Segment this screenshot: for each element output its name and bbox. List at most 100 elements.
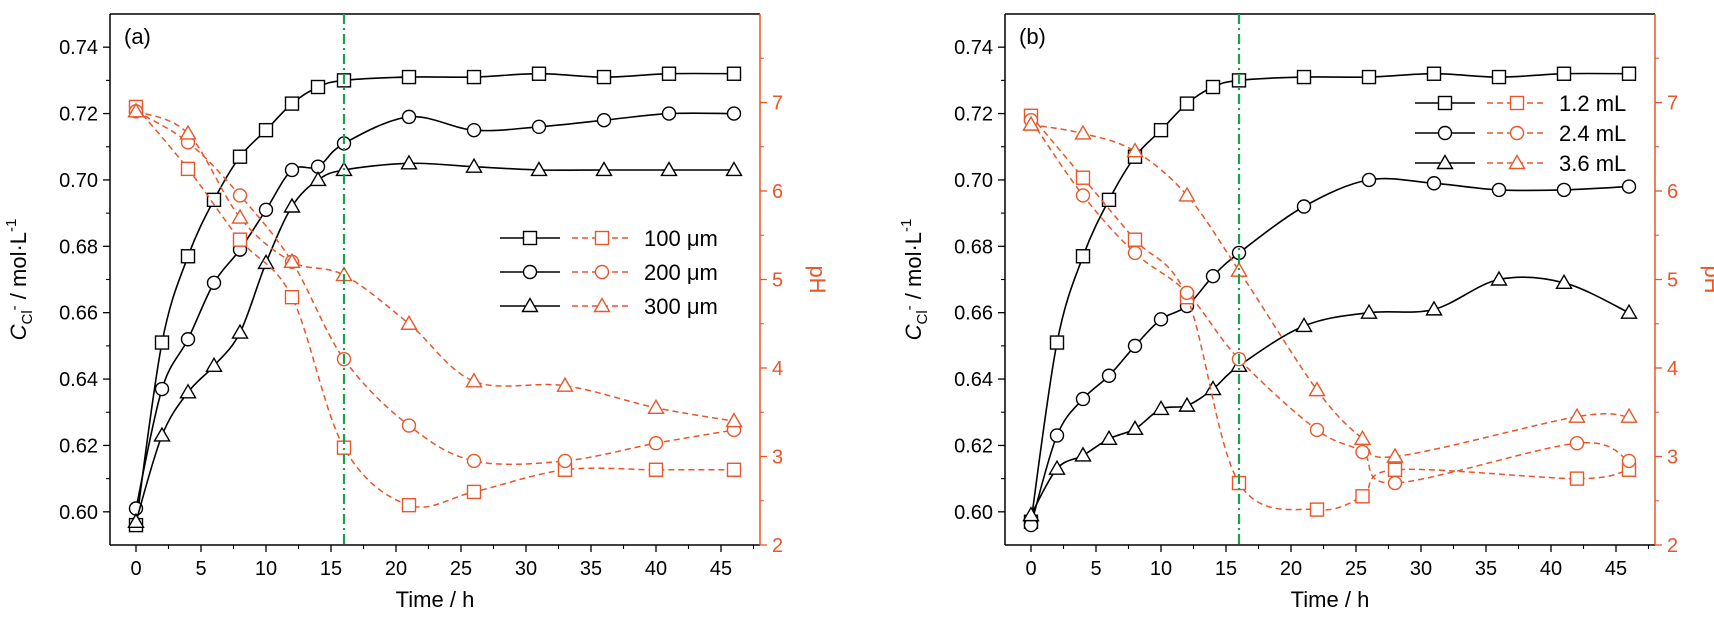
data-point-circle <box>401 418 417 433</box>
data-point-square <box>1426 66 1442 81</box>
series-line <box>1030 72 1630 522</box>
data-point-triangle <box>1555 273 1573 290</box>
data-point-triangle <box>1152 400 1170 416</box>
x-tick-label: 10 <box>1150 558 1172 580</box>
data-point-circle <box>726 106 742 121</box>
data-point-circle <box>1075 391 1091 407</box>
data-point-triangle <box>1204 380 1222 396</box>
data-point-circle <box>154 381 170 397</box>
x-tick-label: 15 <box>1215 558 1237 580</box>
data-point-circle <box>1153 312 1169 327</box>
y-label-ylabel-sup: - <box>6 305 23 310</box>
data-point-triangle <box>1490 270 1508 286</box>
data-point-triangle <box>1022 506 1040 522</box>
data-point-circle <box>1556 182 1572 198</box>
data-point-circle <box>284 162 300 178</box>
right-y-axis-label: pH <box>805 265 830 293</box>
legend-label: 300 μm <box>644 294 718 319</box>
data-point-triangle <box>231 323 249 339</box>
legend-label: 200 μm <box>644 260 718 285</box>
data-point-square <box>466 69 482 85</box>
x-tick-label: 45 <box>1605 558 1627 580</box>
data-point-triangle <box>1126 142 1144 158</box>
x-axis-label: Time / h <box>396 587 475 612</box>
data-point-circle <box>1205 268 1221 284</box>
data-point-triangle <box>400 314 418 330</box>
data-point-triangle <box>1353 429 1372 445</box>
y-label-ylabel-sup: - <box>901 305 918 310</box>
right-y-tick-label: 2 <box>772 535 783 557</box>
data-point-circle <box>1361 172 1377 188</box>
legend-item: 100 μm <box>500 226 718 251</box>
data-point-triangle <box>257 254 275 270</box>
left-y-tick-label: 0.74 <box>59 37 98 59</box>
data-point-square <box>1075 170 1091 185</box>
right-y-tick-label: 6 <box>772 181 783 203</box>
data-point-triangle <box>595 161 613 177</box>
data-point-triangle <box>1620 407 1638 423</box>
left-y-tick-label: 0.66 <box>954 303 993 325</box>
legend-item: 300 μm <box>500 294 718 319</box>
data-point-triangle <box>1295 317 1313 333</box>
y-label-ylabel-left: C <box>901 324 926 340</box>
data-point-square <box>1049 335 1065 350</box>
legend-label: 3.6 mL <box>1559 151 1626 176</box>
data-point-circle <box>1569 436 1585 451</box>
data-point-circle <box>1127 338 1143 354</box>
left-y-tick-label: 0.68 <box>954 236 993 258</box>
left-y-tick-label: 0.66 <box>59 303 98 325</box>
left-y-tick-label: 0.74 <box>954 37 993 59</box>
data-point-circle <box>258 202 274 218</box>
x-tick-label: 20 <box>1280 558 1302 580</box>
left-y-tick-label: 0.62 <box>59 435 98 457</box>
data-point-triangle <box>521 297 539 313</box>
series-concentration-square <box>1023 66 1637 529</box>
data-point-square <box>522 230 538 246</box>
data-point-triangle <box>1126 419 1144 436</box>
y-label-ylabel-sub: Cl <box>19 310 36 324</box>
legend-item: 3.6 mL <box>1415 151 1626 176</box>
series-concentration-circle <box>1023 172 1637 533</box>
left-y-tick-label: 0.72 <box>954 104 993 126</box>
series-line <box>1030 115 1630 511</box>
left-y-tick-label: 0.60 <box>59 502 98 524</box>
data-point-square <box>232 232 248 247</box>
x-tick-label: 10 <box>255 558 277 580</box>
data-point-circle <box>1491 182 1507 198</box>
data-point-triangle <box>1425 300 1443 316</box>
data-point-triangle <box>556 376 574 392</box>
data-point-triangle <box>725 412 743 428</box>
data-point-square <box>180 161 196 177</box>
data-point-circle <box>661 106 677 121</box>
y-label-ylabel-rest: / mol·L <box>6 232 31 305</box>
data-point-triangle <box>400 154 418 170</box>
data-point-square <box>1153 122 1169 138</box>
data-point-triangle <box>283 197 301 213</box>
data-point-square <box>726 462 742 477</box>
legend-item: 200 μm <box>500 260 718 285</box>
data-point-circle <box>1387 475 1403 491</box>
chart-panel-b: 0 5 10 15 20 25 30 35 40 450.600.620.640.660.680.… <box>898 13 1714 612</box>
right-y-tick-label: 7 <box>772 93 783 115</box>
series-line <box>1030 119 1630 484</box>
right-y-tick-label: 3 <box>1667 447 1678 469</box>
data-point-circle <box>1101 368 1117 383</box>
data-point-triangle <box>127 512 145 528</box>
data-point-triangle <box>1178 186 1196 202</box>
data-point-triangle <box>1386 447 1404 463</box>
data-point-square <box>1127 232 1143 247</box>
x-tick-label: 35 <box>1475 558 1497 580</box>
legend-label: 1.2 mL <box>1559 91 1626 116</box>
data-point-square <box>1387 462 1403 477</box>
right-y-tick-label: 4 <box>772 358 783 380</box>
data-point-circle <box>648 436 664 451</box>
data-point-square <box>594 230 610 246</box>
data-point-circle <box>232 188 248 203</box>
data-point-square <box>232 149 248 164</box>
x-tick-label: 45 <box>710 558 732 580</box>
data-point-circle <box>1075 188 1091 203</box>
data-point-circle <box>466 453 482 469</box>
x-tick-label: 35 <box>580 558 602 580</box>
x-tick-label: 40 <box>1540 558 1562 580</box>
